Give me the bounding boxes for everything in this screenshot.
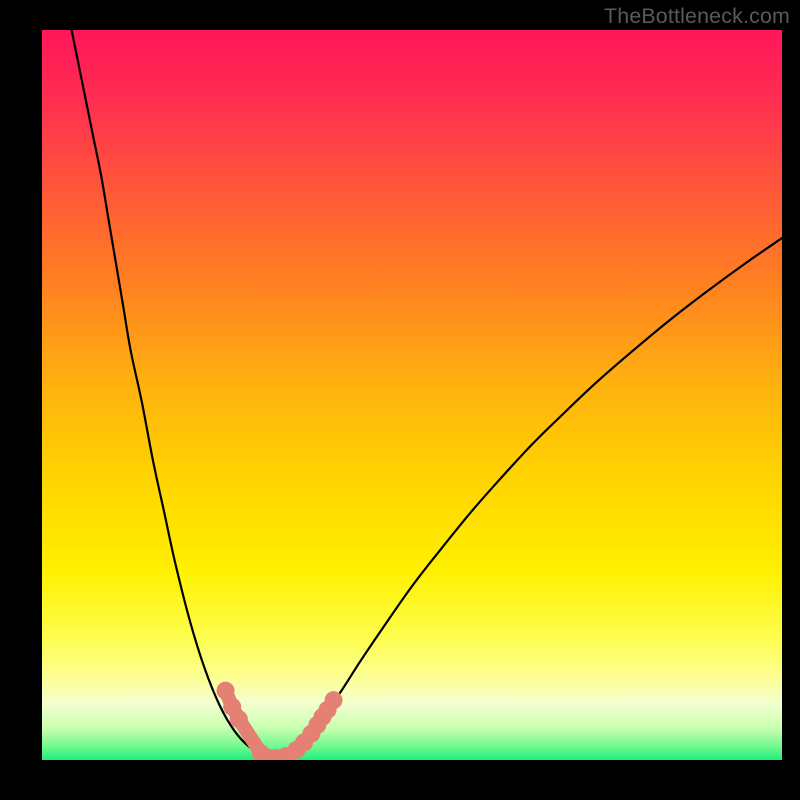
chart-svg xyxy=(0,0,800,800)
gradient-bg xyxy=(42,30,782,760)
watermark-text: TheBottleneck.com xyxy=(604,4,790,29)
marker-dot xyxy=(217,682,235,700)
marker-dot xyxy=(325,691,343,709)
chart-frame: TheBottleneck.com xyxy=(0,0,800,800)
marker-dot xyxy=(230,710,248,728)
